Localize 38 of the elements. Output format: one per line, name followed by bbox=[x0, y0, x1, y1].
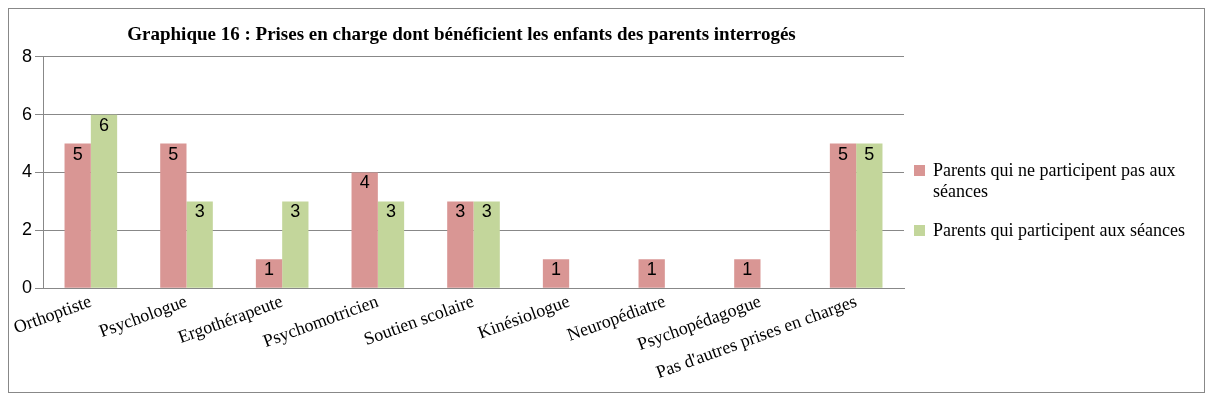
data-label: 5 bbox=[168, 143, 179, 164]
bar bbox=[638, 259, 665, 288]
data-label: 5 bbox=[864, 143, 875, 164]
data-label: 3 bbox=[481, 201, 492, 222]
bar bbox=[90, 114, 118, 288]
bar bbox=[542, 259, 570, 288]
y-tick-label: 2 bbox=[22, 219, 33, 240]
bar bbox=[186, 201, 213, 288]
data-label: 6 bbox=[98, 114, 110, 135]
data-label: 3 bbox=[290, 201, 301, 222]
bar bbox=[473, 201, 500, 288]
bar bbox=[856, 143, 883, 288]
y-tick-label: 4 bbox=[22, 161, 33, 182]
bar bbox=[255, 259, 283, 288]
y-tick-label: 6 bbox=[22, 103, 33, 124]
data-label: 3 bbox=[385, 201, 396, 222]
bar bbox=[64, 143, 91, 288]
legend-label: Parents qui ne participent pas aux séances bbox=[933, 160, 1177, 202]
bar bbox=[351, 172, 378, 288]
data-label: 5 bbox=[72, 143, 83, 164]
data-label: 5 bbox=[838, 143, 849, 164]
bar bbox=[734, 259, 761, 288]
bar bbox=[377, 201, 405, 288]
data-label: 3 bbox=[455, 201, 466, 222]
y-tick-label: 0 bbox=[22, 277, 33, 298]
legend-label: Parents qui participent aux séances bbox=[933, 220, 1185, 241]
data-label: 1 bbox=[646, 259, 657, 280]
data-label: 4 bbox=[359, 172, 370, 193]
bar bbox=[829, 143, 857, 288]
chart-title: Graphique 16 : Prises en charge dont bénéficient les enfants des parents interrogés bbox=[127, 23, 796, 45]
data-label: 1 bbox=[551, 259, 562, 280]
y-tick-label: 8 bbox=[22, 45, 33, 66]
bar bbox=[447, 201, 474, 288]
bar bbox=[282, 201, 309, 288]
data-label: 1 bbox=[264, 259, 275, 280]
bar bbox=[160, 143, 187, 288]
data-label: 3 bbox=[194, 201, 205, 222]
data-label: 1 bbox=[742, 259, 753, 280]
